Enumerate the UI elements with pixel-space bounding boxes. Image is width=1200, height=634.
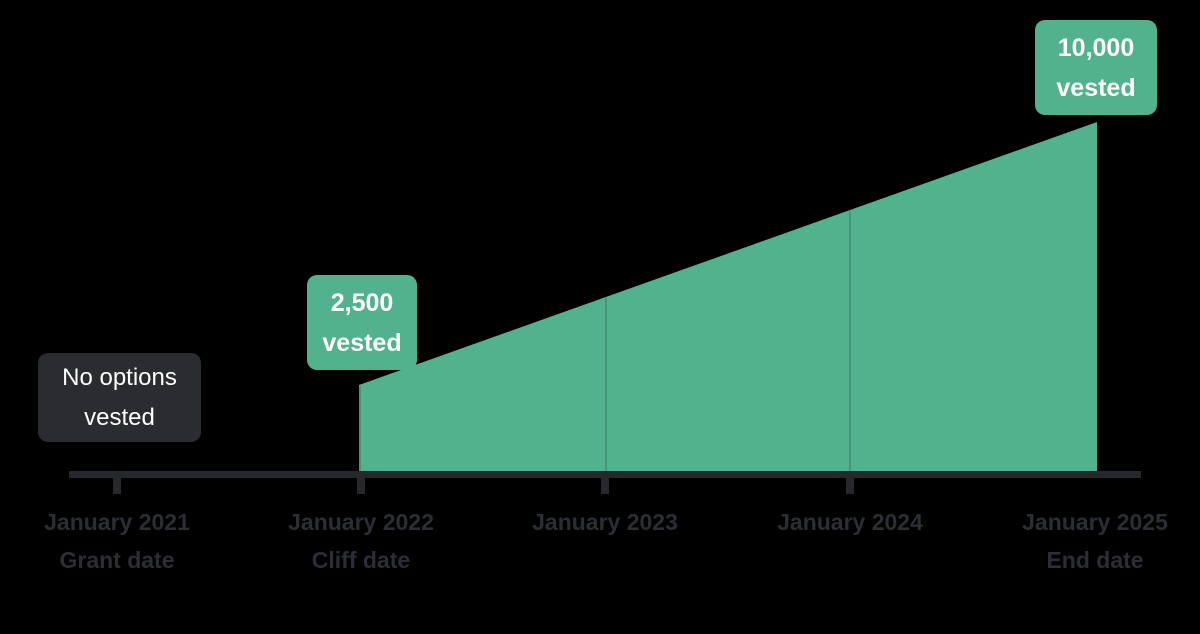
axis-tick-january-2023 <box>601 477 609 494</box>
tick-label-january-2025: January 2025 End date <box>985 503 1200 579</box>
tick-label-sub: Grant date <box>59 547 175 573</box>
vesting-area-polygon <box>359 122 1097 472</box>
tick-label-date: January 2022 <box>288 509 434 535</box>
axis-tick-january-2021 <box>113 477 121 494</box>
cliff-vested-callout: 2,500 vested <box>307 275 417 370</box>
tick-label-sub: End date <box>1046 547 1144 573</box>
tick-label-sub: Cliff date <box>311 547 411 573</box>
axis-tick-january-2024 <box>846 477 854 494</box>
tick-label-date: January 2023 <box>532 509 678 535</box>
tick-label-january-2023: January 2023 <box>495 503 715 541</box>
cliff-vested-label: 2,500 vested <box>322 288 402 357</box>
end-vested-callout: 10,000 vested <box>1035 20 1157 115</box>
end-vested-label: 10,000 vested <box>1056 33 1136 102</box>
tick-label-january-2024: January 2024 <box>740 503 960 541</box>
tick-label-date: January 2025 <box>1022 509 1168 535</box>
tick-label-date: January 2021 <box>44 509 190 535</box>
no-options-vested-callout: No options vested <box>38 353 201 442</box>
no-options-vested-label: No options vested <box>62 363 177 431</box>
tick-label-january-2022: January 2022 Cliff date <box>251 503 471 579</box>
tick-label-date: January 2024 <box>777 509 923 535</box>
axis-tick-january-2022 <box>357 477 365 494</box>
timeline-axis <box>69 471 1141 478</box>
tick-label-january-2021: January 2021 Grant date <box>7 503 227 579</box>
